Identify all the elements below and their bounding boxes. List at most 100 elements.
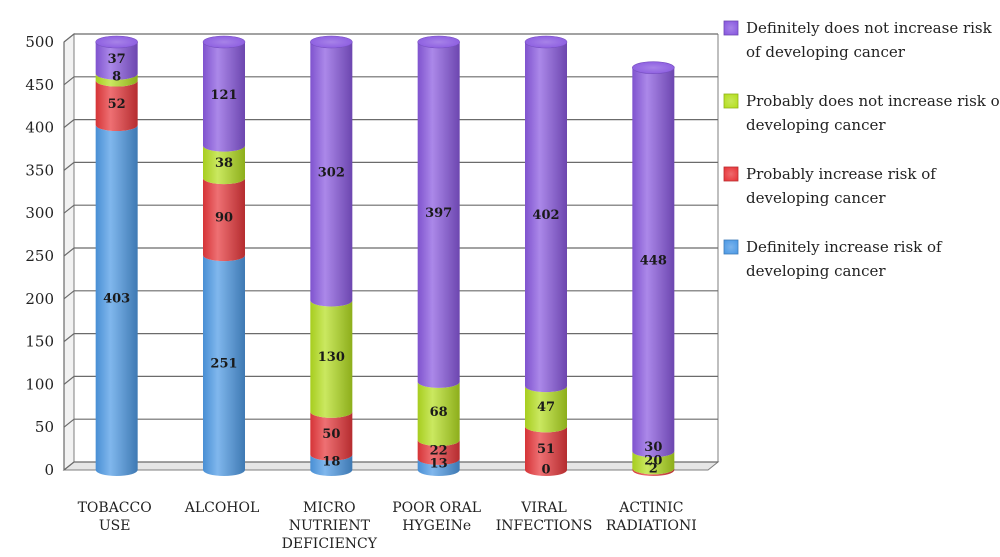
gridline <box>63 161 718 171</box>
bar-segment <box>632 67 675 458</box>
bar-segment <box>632 468 675 476</box>
gridline <box>63 204 718 214</box>
floor <box>62 461 720 471</box>
legend-label: of developing cancer <box>746 43 906 61</box>
data-label: 18 <box>322 455 340 470</box>
bar-segment <box>310 42 353 307</box>
bar-segment <box>525 42 567 393</box>
data-label: 37 <box>108 52 126 67</box>
data-label: 8 <box>112 69 121 84</box>
y-tick-label: 200 <box>25 290 54 308</box>
gridline <box>63 375 718 385</box>
y-tick-label: 0 <box>44 461 54 479</box>
gridline <box>63 247 718 257</box>
category-label: ACTINIC <box>618 500 683 516</box>
data-label: 30 <box>644 440 662 455</box>
gridline <box>63 333 718 343</box>
bar-segment <box>203 178 245 262</box>
bars <box>95 35 675 477</box>
legend-swatch <box>723 93 739 109</box>
legend-label: Probably does not increase risk of <box>746 92 1000 110</box>
bar-segment <box>525 426 567 476</box>
bar-segment <box>95 42 138 80</box>
y-tick-label: 400 <box>25 119 54 137</box>
data-label: 47 <box>537 400 555 415</box>
legend-label: developing cancer <box>746 116 886 134</box>
category-label: HYGEINe <box>402 518 471 534</box>
bar-top-cap <box>202 35 246 49</box>
legend-swatch <box>723 20 739 36</box>
legend-label: Probably increase risk of <box>746 165 937 183</box>
bar-segment <box>525 386 567 433</box>
category-label: INFECTIONS <box>496 518 593 534</box>
legend-swatch <box>723 166 739 182</box>
bar-top-cap <box>95 35 138 49</box>
y-axis: 0 50 100 150 200 250 300 350 400 450 500 <box>25 33 65 479</box>
category-label: USE <box>99 518 131 534</box>
data-label: 448 <box>640 253 667 268</box>
bar-segment <box>310 411 353 461</box>
gridline <box>63 118 718 129</box>
bar-segment <box>203 42 245 152</box>
data-label: 38 <box>215 156 233 171</box>
data-label: 2 <box>649 461 658 476</box>
bar-top-cap <box>310 35 353 49</box>
data-label: 52 <box>108 97 126 112</box>
gridline <box>63 290 718 300</box>
data-label: 90 <box>215 211 233 226</box>
category-label: ALCOHOL <box>184 500 260 516</box>
category-label: NUTRIENT <box>289 518 371 534</box>
bar-segment <box>417 458 460 476</box>
legend: Definitely does not increase risk of deve… <box>723 19 1000 280</box>
data-label: 51 <box>537 442 555 457</box>
y-tick-label: 350 <box>25 161 54 179</box>
category-label: MICRO <box>303 500 356 516</box>
bar-segment <box>417 381 460 447</box>
gridline <box>63 461 718 471</box>
y-tick-label: 500 <box>25 33 54 51</box>
data-labels: 4035283725190381211850130302132268397514… <box>103 52 667 478</box>
bar-segment <box>310 300 353 418</box>
gridline <box>63 418 718 428</box>
bar-segment <box>310 454 353 476</box>
data-label: 50 <box>322 427 340 442</box>
data-label: 403 <box>103 292 130 307</box>
bar-segment <box>95 125 138 477</box>
data-label: 13 <box>430 457 448 472</box>
gridline <box>63 76 718 86</box>
y-tick-label: 50 <box>35 418 54 436</box>
legend-label: Definitely does not increase risk <box>746 19 993 37</box>
data-label: 68 <box>430 405 448 420</box>
category-label: TOBACCO <box>78 500 152 516</box>
data-label: 251 <box>210 357 237 372</box>
data-label: 0 <box>541 463 550 478</box>
y-tick-label: 300 <box>25 204 54 222</box>
gridline <box>63 33 718 43</box>
y-tick-label: 150 <box>25 333 54 351</box>
bar-segment <box>417 440 460 465</box>
x-axis-categories: TOBACCO USE ALCOHOL MICRO NUTRIENT DEFICIENCY… <box>78 500 697 552</box>
category-label: DEFICIENCY <box>282 536 378 552</box>
y-tick-label: 100 <box>25 375 54 393</box>
category-label: RADIATIONI <box>606 518 697 534</box>
data-label: 22 <box>430 443 448 458</box>
data-label: 402 <box>532 208 559 223</box>
bar-segment <box>203 145 245 185</box>
data-label: 121 <box>210 88 237 103</box>
data-label: 130 <box>318 350 345 365</box>
data-label: 302 <box>318 165 345 180</box>
y-tick-label: 450 <box>25 76 54 94</box>
legend-label: developing cancer <box>746 262 886 280</box>
bar-segment <box>203 255 245 476</box>
bar-segment <box>632 451 675 475</box>
bar-segment <box>417 42 460 388</box>
legend-label: Definitely increase risk of <box>746 238 943 256</box>
category-label: VIRAL <box>520 500 567 516</box>
category-label: POOR ORAL <box>392 500 481 516</box>
bar-top-cap <box>524 35 568 49</box>
bar-top-cap <box>632 61 675 74</box>
bar-top-cap <box>417 35 460 49</box>
y-tick-label: 250 <box>25 247 54 265</box>
gridlines <box>62 32 720 472</box>
